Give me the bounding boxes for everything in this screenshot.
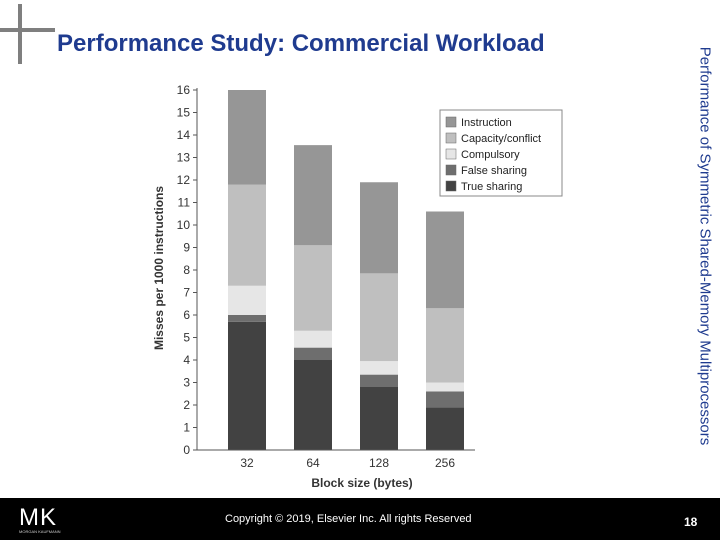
page-number: 18 [684,515,698,529]
legend-swatch-false-sharing [445,164,457,176]
legend-swatch-instruction [445,116,457,128]
y-tick-label: 1 [183,421,190,435]
y-tick-label: 8 [183,263,190,277]
mk-logo: MK MORGAN KAUFMANN [19,504,61,534]
y-tick-label: 7 [183,286,190,300]
slide-title: Performance Study: Commercial Workload [57,30,545,57]
y-tick-label: 5 [183,331,190,345]
footer-bar [0,498,720,540]
bar-segment-true-sharing-64 [294,360,332,450]
bar-segment-compulsory-256 [426,382,464,392]
y-tick-label: 4 [183,353,190,367]
bar-segment-false-sharing-256 [426,391,464,408]
legend-swatch-capacity-conflict [445,132,457,144]
bar-segment-capacity-conflict-128 [360,273,398,362]
legend: Instruction Capacity/conflict Compulsory Fa… [439,109,563,197]
legend-label-true-sharing: True sharing [461,181,522,193]
y-tick-label: 12 [177,173,191,187]
decorative-vertical-bar [18,4,22,64]
y-tick-label: 10 [177,218,191,232]
bar-segment-true-sharing-256 [426,407,464,450]
bar-segment-instruction-256 [426,211,464,309]
y-tick-label: 16 [177,83,191,97]
legend-label-instruction: Instruction [461,117,512,129]
x-tick-label: 128 [369,456,389,470]
mk-logo-subtext: MORGAN KAUFMANN [19,529,61,534]
y-tick-label: 0 [183,443,190,457]
legend-label-compulsory: Compulsory [461,149,520,161]
y-tick-label: 9 [183,241,190,255]
bar-segment-true-sharing-32 [228,321,266,450]
x-tick-label: 64 [306,456,320,470]
legend-swatch-true-sharing [445,180,457,192]
x-axis-label: Block size (bytes) [311,476,412,490]
y-axis-label: Misses per 1000 instructions [152,186,166,350]
y-tick-label: 13 [177,151,191,165]
bar-segment-capacity-conflict-32 [228,184,266,286]
bar-segment-compulsory-32 [228,285,266,315]
bar-segment-instruction-128 [360,182,398,274]
legend-label-capacity-conflict: Capacity/conflict [461,133,541,145]
legend-box [439,109,563,197]
x-tick-label: 256 [435,456,455,470]
bar-segment-false-sharing-128 [360,374,398,387]
legend-swatch-compulsory [445,148,457,160]
bar-segment-false-sharing-64 [294,347,332,360]
bar-segment-capacity-conflict-256 [426,308,464,383]
y-tick-label: 15 [177,106,191,120]
mk-logo-letters: MK [19,504,57,531]
bar-segment-instruction-32 [228,90,266,185]
x-axis: 32 64 128 256 [197,449,475,470]
y-tick-label: 6 [183,308,190,322]
side-title: Performance of Symmetric Shared-Memory M… [694,4,716,488]
y-tick-label: 3 [183,376,190,390]
bar-segment-compulsory-64 [294,330,332,348]
bar-segment-capacity-conflict-64 [294,245,332,331]
legend-label-false-sharing: False sharing [461,165,527,177]
bar-segment-instruction-64 [294,145,332,246]
bars [228,90,464,450]
bar-segment-compulsory-128 [360,361,398,375]
x-tick-label: 32 [240,456,254,470]
bar-segment-false-sharing-32 [228,315,266,322]
y-tick-label: 14 [177,128,191,142]
decorative-horizontal-bar [0,28,55,32]
y-tick-label: 2 [183,398,190,412]
bar-segment-true-sharing-128 [360,387,398,450]
y-tick-label: 11 [178,196,191,210]
copyright-text: Copyright © 2019, Elsevier Inc. All righ… [225,513,472,525]
side-title-text: Performance of Symmetric Shared-Memory M… [696,46,714,446]
